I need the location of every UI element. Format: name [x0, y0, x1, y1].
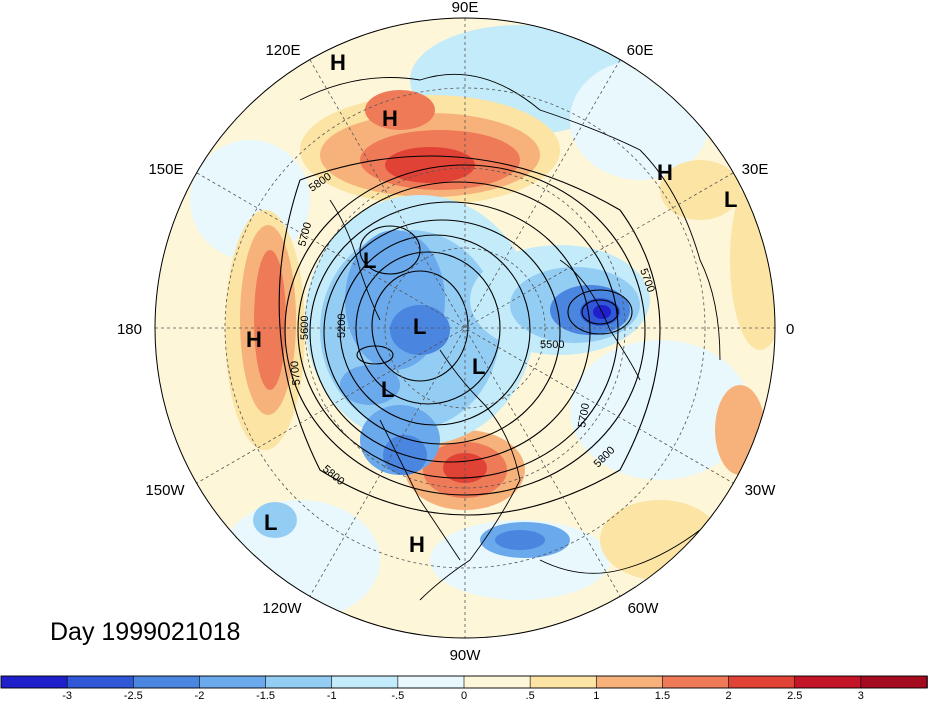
contour-label: 5700 — [576, 402, 592, 428]
colorbar-swatch — [463, 675, 531, 689]
lon-label-150e: 150E — [148, 161, 183, 178]
colorbar-tick-label: 2 — [726, 690, 732, 702]
high-marker: H — [657, 160, 673, 185]
colorbar-tick-label: .5 — [526, 690, 535, 702]
pressure-centers: H H H H H L L L L L L — [246, 50, 737, 557]
colorbar-swatch — [331, 675, 399, 689]
lon-label-30w: 30W — [745, 482, 777, 499]
lon-label-30e: 30E — [742, 161, 769, 178]
lon-label-60w: 60W — [628, 600, 660, 617]
lon-label-180: 180 — [117, 321, 142, 338]
colorbar-tick-label: -1.5 — [256, 690, 275, 702]
low-marker: L — [264, 510, 277, 535]
colorbar-tick-label: -3 — [62, 690, 72, 702]
colorbar-swatch — [199, 675, 267, 689]
lon-label-60e: 60E — [627, 42, 654, 59]
lon-label-90e: 90E — [452, 0, 479, 16]
contour-label: 5700 — [289, 360, 303, 385]
colorbar-tick-label: 0 — [461, 690, 467, 702]
colorbar-swatch — [595, 675, 664, 689]
colorbar-tick-label: 1 — [593, 690, 599, 702]
low-marker: L — [363, 248, 376, 273]
colorbar-tick-label: 2.5 — [787, 690, 802, 702]
contour-label: 5600 — [299, 316, 311, 340]
low-marker: L — [724, 187, 737, 212]
colorbar-tick-label: 1.5 — [655, 690, 670, 702]
low-marker: L — [413, 314, 426, 339]
colorbar-swatch — [662, 675, 730, 689]
colorbar-tick-label: -2 — [195, 690, 205, 702]
high-marker: H — [382, 106, 398, 131]
map-border — [154, 17, 776, 639]
colorbar-swatch — [66, 675, 135, 689]
colorbar-swatch — [728, 675, 796, 689]
colorbar-frame — [0, 675, 928, 689]
lon-label-90w: 90W — [450, 647, 482, 664]
contour-label: 5500 — [540, 339, 564, 351]
lon-label-0: 0 — [786, 321, 794, 338]
colorbar-swatch — [0, 675, 68, 689]
colorbar-tick-label: -2.5 — [124, 690, 143, 702]
high-marker: H — [330, 50, 346, 75]
graticule — [155, 18, 775, 638]
lon-label-120w: 120W — [262, 600, 302, 617]
colorbar-tick-label: -1 — [327, 690, 337, 702]
contour-label: 5200 — [336, 314, 348, 338]
lon-label-120e: 120E — [265, 42, 300, 59]
low-marker: L — [472, 354, 485, 379]
colorbar-swatch — [529, 675, 598, 689]
colorbar-swatch — [397, 675, 465, 689]
colorbar-swatch — [860, 675, 928, 689]
lon-label-150w: 150W — [145, 482, 185, 499]
coastlines — [299, 73, 721, 601]
colorbar-swatch — [794, 675, 862, 689]
high-marker: H — [409, 532, 425, 557]
high-marker: H — [246, 327, 262, 352]
colorbar-swatch — [132, 675, 201, 689]
low-marker: L — [381, 377, 394, 402]
colorbar-swatch — [265, 675, 333, 689]
colorbar-tick-label: 3 — [858, 690, 864, 702]
colorbar-tick-label: -.5 — [391, 690, 404, 702]
day-title: Day 1999021018 — [50, 618, 241, 646]
colorbar: -3 -2.5 -2 -1.5 -1 -.5 0 .5 1 1.5 2 2.5 3 — [0, 675, 928, 702]
anomaly-field — [190, 25, 775, 620]
longitude-labels: 90E 60E 30E 0 30W 60W 90W 120W 150W 180 … — [117, 0, 794, 664]
